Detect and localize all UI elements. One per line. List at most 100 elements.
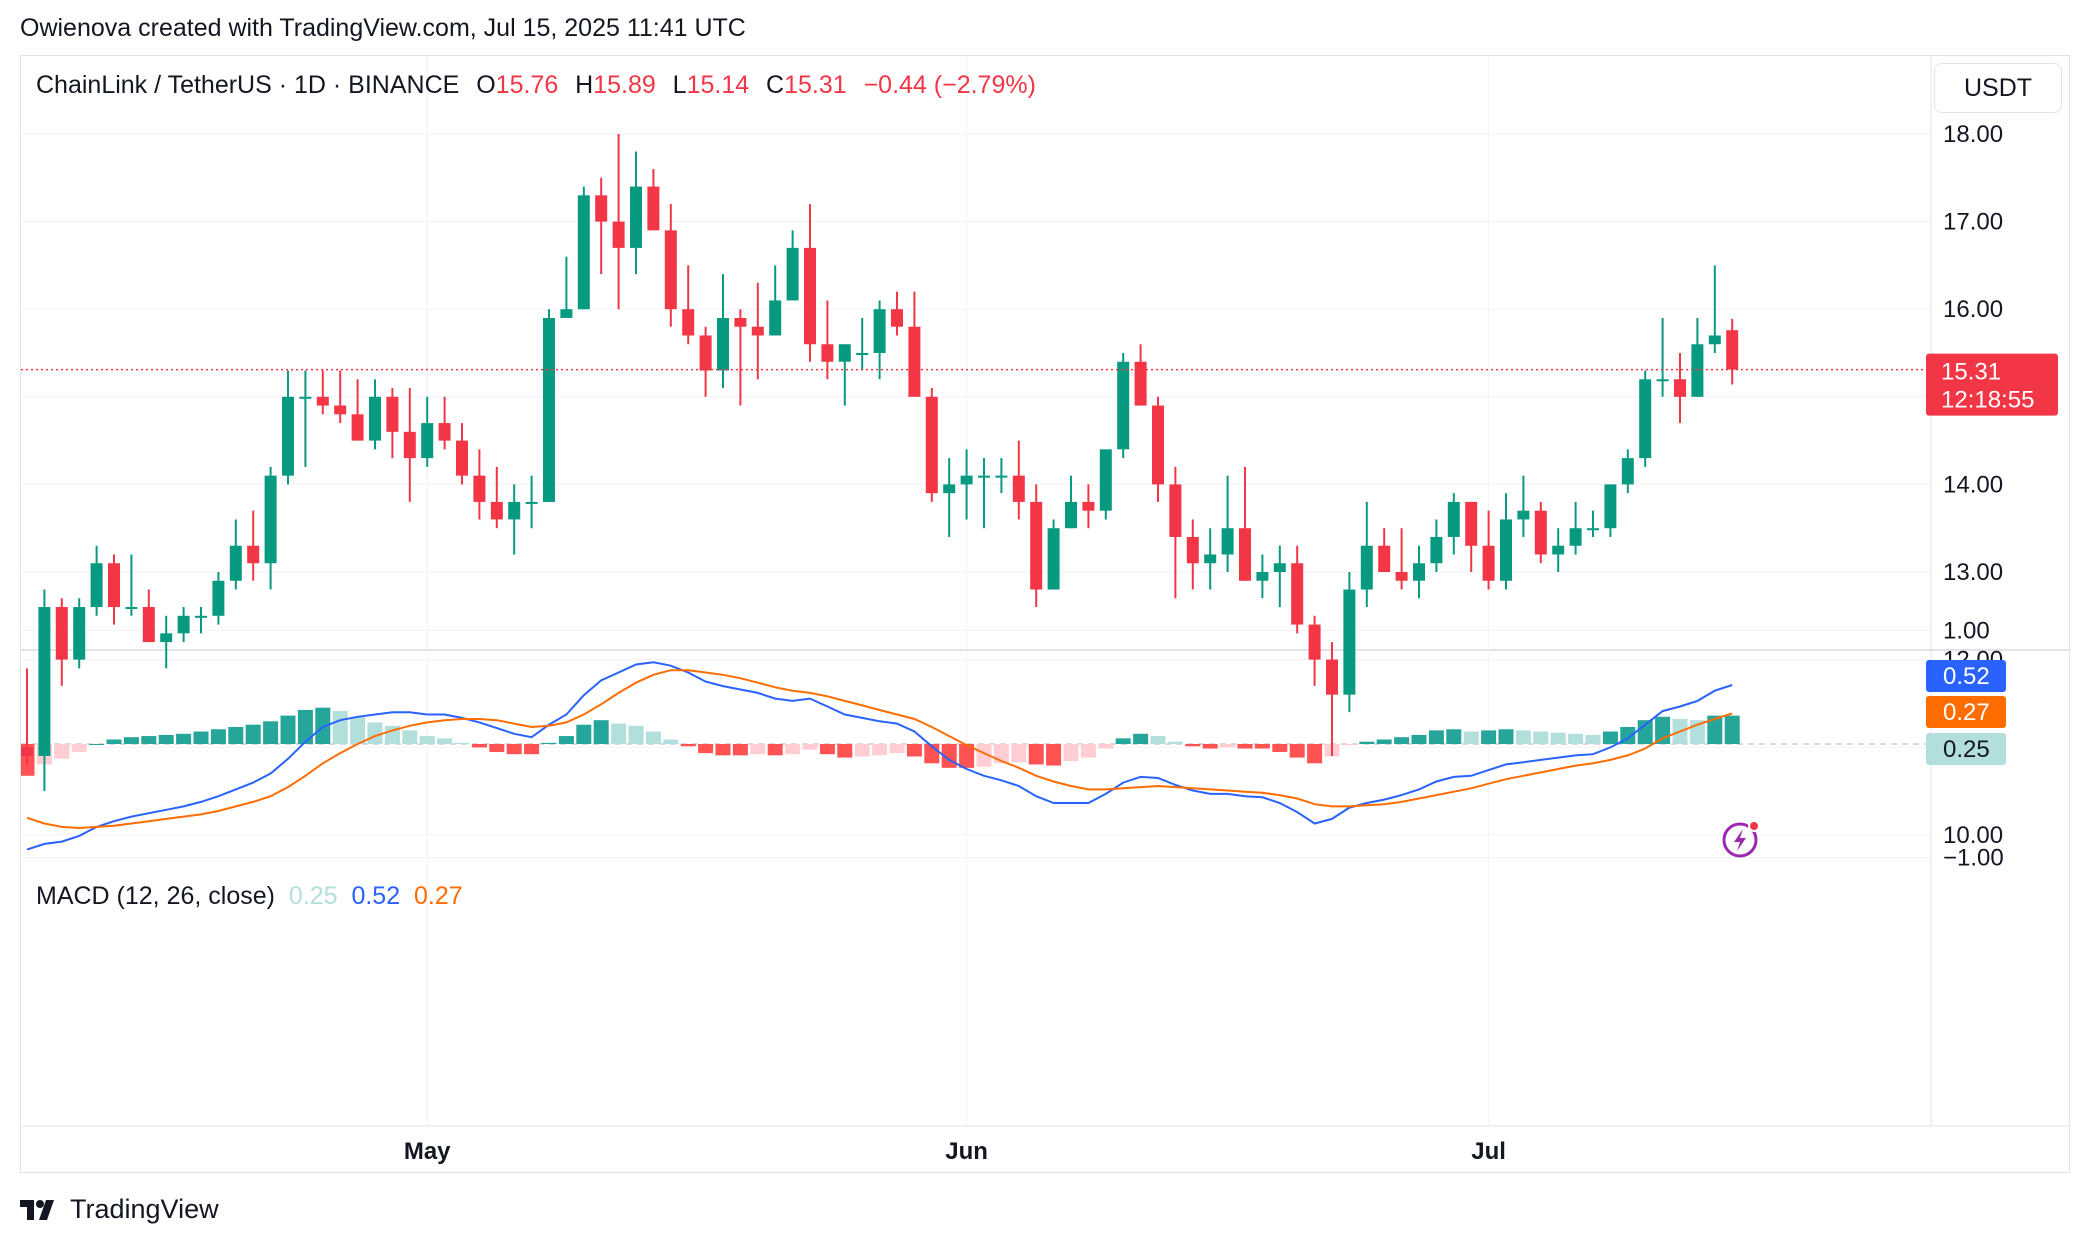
macd-histogram-bar <box>593 720 609 744</box>
high-label: H <box>575 71 594 99</box>
candle-body <box>1256 572 1269 581</box>
signal-line-badge <box>1926 696 2006 728</box>
macd-histogram-bar <box>89 744 105 745</box>
candle-body <box>21 747 33 756</box>
macd-histogram-bar <box>1585 734 1601 744</box>
macd-histogram-bar <box>280 715 296 744</box>
macd-histogram-bar <box>123 737 139 744</box>
candle-body <box>142 607 155 643</box>
macd-histogram-bar <box>1707 715 1723 744</box>
macd-line-badge <box>1926 660 2006 692</box>
candle-body <box>403 431 416 459</box>
candle-body <box>1708 335 1721 345</box>
macd-histogram-bar <box>1272 744 1288 752</box>
time-tick-label: May <box>404 1138 451 1165</box>
macd-histogram-bar <box>715 744 731 756</box>
macd-histogram-bar <box>471 744 487 748</box>
macd-title[interactable]: MACD (12, 26, close) <box>36 882 275 910</box>
candle-body <box>856 353 869 355</box>
candle-body <box>1447 501 1460 537</box>
candle-body <box>1465 501 1478 546</box>
symbol-name[interactable]: ChainLink / TetherUS · 1D · BINANCE <box>36 71 460 99</box>
candle-body <box>473 475 486 502</box>
chart-area[interactable]: 10.0011.0012.0013.0014.0015.0016.0017.00… <box>20 55 2071 1174</box>
candle-body <box>751 326 764 336</box>
candle-body <box>1656 379 1669 382</box>
macd-histogram-bar <box>819 744 835 755</box>
macd-histogram-bar <box>245 724 261 744</box>
histogram-badge <box>1926 733 2006 765</box>
macd-histogram-bar <box>1028 744 1044 765</box>
macd-histogram-bar <box>576 724 592 744</box>
macd-histogram-bar <box>71 744 87 752</box>
close-label: C <box>766 71 785 99</box>
macd-histogram-bar <box>1481 730 1497 744</box>
candle-body <box>595 195 608 222</box>
macd-histogram-bar <box>1359 741 1375 744</box>
macd-histogram-bar <box>228 726 244 744</box>
change-value: −0.44 (−2.79%) <box>863 71 1036 99</box>
candle-body <box>995 475 1008 478</box>
macd-histogram-bar <box>732 744 748 756</box>
lightning-bolt-icon[interactable] <box>1720 818 1762 860</box>
macd-histogram-bar <box>1655 716 1671 744</box>
macd-histogram-bar <box>541 742 557 744</box>
candle-body <box>316 396 329 406</box>
candle-body <box>125 607 138 610</box>
macd-histogram-bar <box>558 736 574 744</box>
macd-histogram-bar <box>872 744 888 756</box>
price-badge-countdown: 12:18:55 <box>1941 387 2034 414</box>
open-value: 15.76 <box>495 71 559 99</box>
price-badge <box>1926 353 2058 416</box>
candle-body <box>1726 330 1739 370</box>
macd-histogram-bar <box>611 723 627 744</box>
macd-histogram-bar <box>785 744 801 755</box>
macd-histogram-bar <box>1515 730 1531 744</box>
macd-tick-label: −1.00 <box>1943 845 2004 872</box>
candle-body <box>1169 484 1182 537</box>
macd-histogram-bar <box>767 744 783 756</box>
candle-body <box>612 221 625 248</box>
macd-line-badge-value: 0.52 <box>1943 663 1990 690</box>
price-tick-label: 14.00 <box>1943 471 2003 498</box>
macd-histogram-bar <box>1428 730 1444 744</box>
candle-body <box>195 615 207 618</box>
candle-body <box>1291 563 1304 625</box>
low-label: L <box>672 71 687 99</box>
tradingview-brand[interactable]: TradingView <box>20 1194 219 1225</box>
candle-body <box>1517 510 1530 520</box>
currency-button[interactable]: USDT <box>1934 63 2062 113</box>
macd-tick-label: 1.00 <box>1943 618 1990 645</box>
macd-histogram-bar <box>959 744 975 768</box>
candle-body <box>943 484 956 494</box>
candle-body <box>682 309 695 336</box>
macd-histogram-bar <box>402 730 418 744</box>
price-badge-value: 15.31 <box>1941 359 2001 386</box>
macd-histogram-bar <box>698 744 714 754</box>
candle-body <box>717 317 729 371</box>
signal-line-badge-value: 0.27 <box>1943 699 1990 726</box>
symbol-legend: ChainLink / TetherUS · 1D · BINANCE O15.… <box>36 71 1039 100</box>
candle-body <box>821 344 834 362</box>
candle-body <box>1065 501 1077 529</box>
candle-body <box>630 186 642 248</box>
candle-body <box>1134 361 1147 406</box>
signal-line <box>26 669 1733 830</box>
macd-histogram-bar <box>1254 744 1270 749</box>
candle-body <box>55 607 68 660</box>
candle-body <box>90 563 103 608</box>
candle-body <box>438 423 451 441</box>
candle-body <box>1378 545 1391 572</box>
macd-histogram-bar <box>802 744 818 750</box>
candle-body <box>1552 545 1565 555</box>
chart-canvas[interactable]: 10.0011.0012.0013.0014.0015.0016.0017.00… <box>21 56 2071 1174</box>
candle-body <box>734 317 747 327</box>
candle-body <box>1569 528 1582 546</box>
candle-body <box>1204 554 1217 564</box>
candle-body <box>1239 528 1251 581</box>
candle-body <box>1082 501 1095 511</box>
candle-body <box>560 309 573 318</box>
candle-body <box>1308 624 1321 660</box>
candle-body <box>1012 475 1025 502</box>
candle-body <box>543 317 555 502</box>
